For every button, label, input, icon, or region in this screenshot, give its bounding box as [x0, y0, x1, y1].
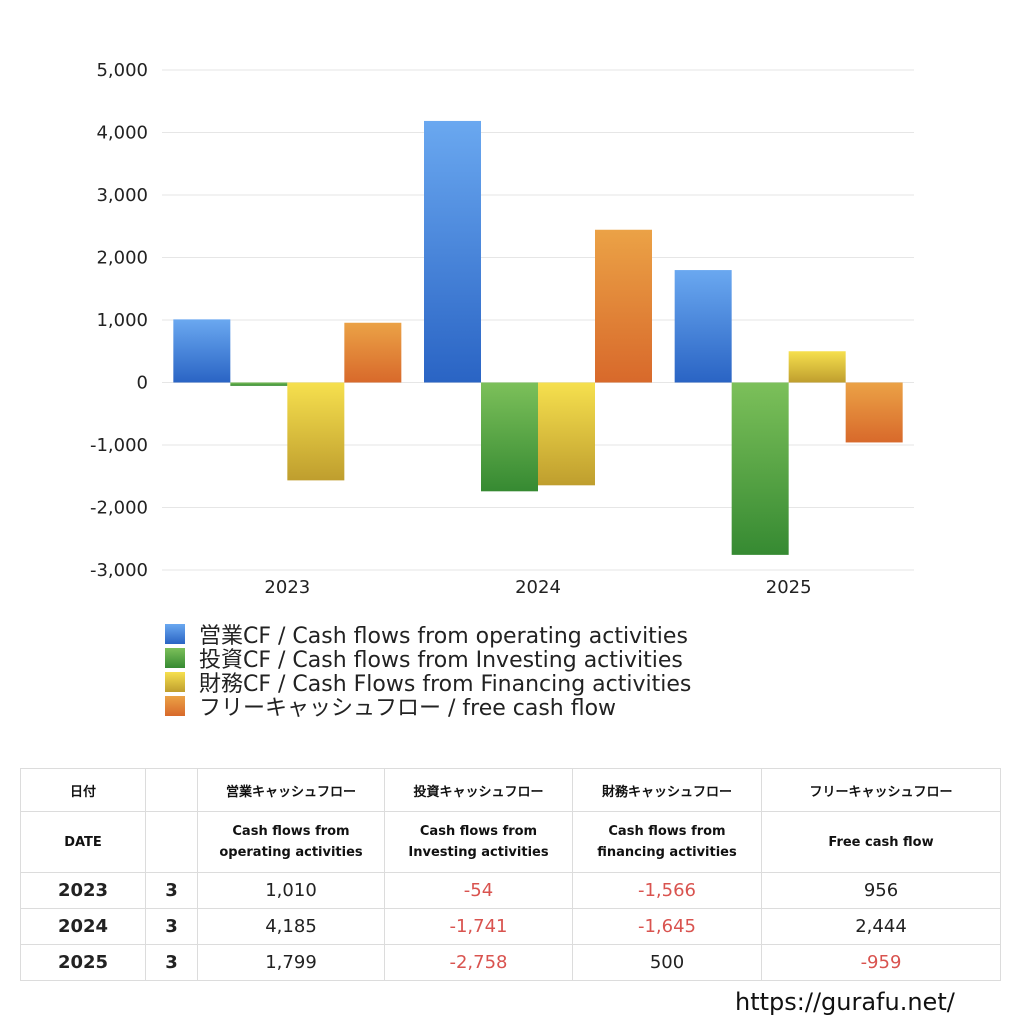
header-operating-en-line2: operating activities [219, 845, 363, 860]
bar-free-2024 [595, 229, 652, 383]
row-investing: -54 [384, 872, 573, 909]
legend-label: 投資CF / Cash flows from Investing activit… [199, 648, 683, 673]
row-operating: 4,185 [197, 908, 385, 945]
header-operating-en: Cash flows from operating activities [197, 811, 385, 873]
table-row: 2023 3 1,010 -54 -1,566 956 [20, 872, 1001, 909]
row-free: -959 [761, 944, 1001, 981]
bar-operating-2023 [173, 319, 231, 383]
row-financing: -1,645 [572, 908, 762, 945]
y-tick-label: 1,000 [96, 310, 148, 331]
row-free: 2,444 [761, 908, 1001, 945]
header-investing-jp: 投資キャッシュフロー [384, 768, 573, 812]
x-tick-label: 2025 [766, 577, 812, 598]
table-row: 2024 3 4,185 -1,741 -1,645 2,444 [20, 908, 1001, 945]
bar-financing-2024 [538, 382, 595, 486]
cash-flow-bar-chart: 5,000 4,000 3,000 2,000 1,000 0 -1,000 -2,000 -3… [90, 60, 914, 598]
header-investing-en-line1: Cash flows from [419, 824, 538, 839]
header-financing-en-line1: Cash flows from [608, 824, 726, 839]
header-operating-jp: 営業キャッシュフロー [197, 768, 385, 812]
row-investing: -2,758 [384, 944, 573, 981]
legend-swatch-financing [165, 672, 185, 692]
row-year: 2023 [20, 872, 146, 909]
header-operating-en-line1: Cash flows from [232, 824, 350, 839]
legend-swatch-operating [165, 624, 185, 644]
bar-investing-2024 [481, 382, 538, 492]
header-financing-jp: 財務キャッシュフロー [572, 768, 762, 812]
header-investing-en-line2: Investing activities [408, 845, 549, 860]
bar-free-2025 [845, 382, 903, 443]
header-financing-en-line2: financing activities [597, 845, 737, 860]
header-blank [145, 768, 198, 812]
bar-investing-2025 [731, 382, 789, 555]
legend-label: フリーキャッシュフロー / free cash flow [199, 696, 617, 721]
row-month: 3 [145, 872, 198, 909]
header-blank-en [145, 811, 198, 873]
y-tick-label: -1,000 [90, 435, 148, 456]
bar-free-2023 [344, 322, 402, 383]
table-header-row-en: DATE Cash flows from operating activities… [20, 811, 1001, 873]
legend-item-financing: 財務CF / Cash Flows from Financing activit… [165, 670, 691, 697]
x-tick-label: 2024 [515, 577, 561, 598]
bar-operating-2025 [674, 270, 732, 383]
legend-label: 営業CF / Cash flows from operating activit… [199, 624, 688, 649]
legend-swatch-free [165, 696, 185, 716]
header-free-jp: フリーキャッシュフロー [761, 768, 1001, 812]
y-tick-label: -3,000 [90, 560, 148, 581]
y-tick-label: 2,000 [96, 248, 148, 269]
bar-financing-2025 [788, 351, 846, 383]
row-free: 956 [761, 872, 1001, 909]
table-header-row-jp: 日付 営業キャッシュフロー 投資キャッシュフロー 財務キャッシュフロー フリーキ… [20, 768, 1001, 812]
legend-item-free: フリーキャッシュフロー / free cash flow [165, 694, 691, 721]
row-operating: 1,010 [197, 872, 385, 909]
legend-swatch-investing [165, 648, 185, 668]
y-tick-label: 5,000 [96, 60, 148, 81]
row-year: 2024 [20, 908, 146, 945]
y-tick-label: 0 [137, 373, 148, 394]
legend-label: 財務CF / Cash Flows from Financing activit… [199, 672, 692, 697]
y-tick-label: 4,000 [96, 123, 148, 144]
row-operating: 1,799 [197, 944, 385, 981]
row-financing: 500 [572, 944, 762, 981]
header-free-en: Free cash flow [761, 811, 1001, 873]
row-financing: -1,566 [572, 872, 762, 909]
row-month: 3 [145, 944, 198, 981]
bar-investing-2023 [230, 382, 288, 386]
header-financing-en: Cash flows from financing activities [572, 811, 762, 873]
header-investing-en: Cash flows from Investing activities [384, 811, 573, 873]
chart-legend: 営業CF / Cash flows from operating activit… [165, 622, 691, 721]
table-row: 2025 3 1,799 -2,758 500 -959 [20, 944, 1001, 981]
bar-financing-2023 [287, 382, 345, 481]
row-month: 3 [145, 908, 198, 945]
header-date-jp: 日付 [20, 768, 146, 812]
cash-flow-table: 日付 営業キャッシュフロー 投資キャッシュフロー 財務キャッシュフロー フリーキ… [20, 768, 1001, 981]
header-date-en: DATE [20, 811, 146, 873]
x-tick-label: 2023 [264, 577, 310, 598]
row-year: 2025 [20, 944, 146, 981]
y-tick-label: -2,000 [90, 498, 148, 519]
legend-item-operating: 営業CF / Cash flows from operating activit… [165, 622, 691, 649]
legend-item-investing: 投資CF / Cash flows from Investing activit… [165, 646, 691, 673]
site-url[interactable]: https://gurafu.net/ [735, 988, 955, 1016]
bar-operating-2024 [424, 120, 481, 383]
y-tick-label: 3,000 [96, 185, 148, 206]
row-investing: -1,741 [384, 908, 573, 945]
